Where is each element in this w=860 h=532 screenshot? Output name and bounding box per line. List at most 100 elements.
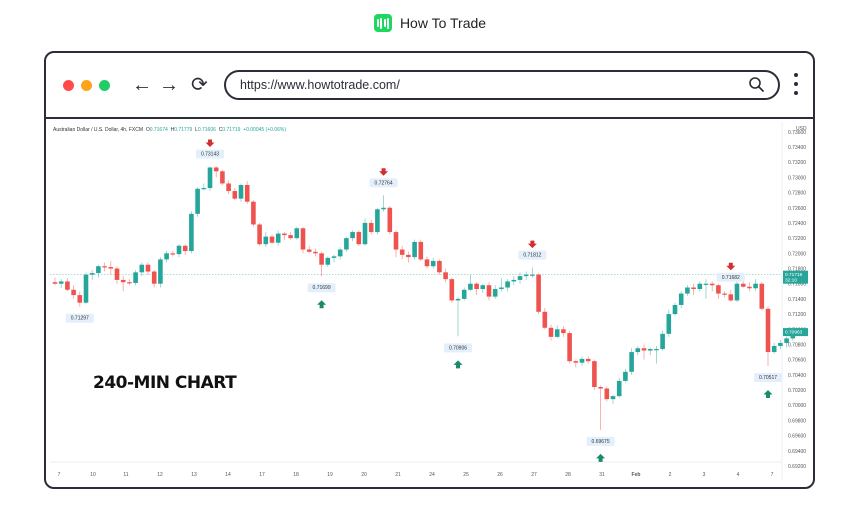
minimize-window-dot[interactable]	[81, 80, 92, 91]
low-value: 0.71606	[197, 127, 216, 133]
reload-icon[interactable]: ⟳	[191, 74, 208, 96]
pivot-price-label: 0.70517	[759, 375, 777, 381]
maximize-window-dot[interactable]	[99, 80, 110, 91]
candle	[238, 183, 244, 202]
candle	[542, 308, 548, 330]
candle	[740, 280, 746, 288]
candle	[375, 207, 380, 235]
candle	[480, 283, 486, 293]
candle	[362, 218, 368, 246]
candle	[201, 183, 207, 191]
brand-header: How To Trade	[0, 14, 860, 32]
candle	[381, 195, 386, 212]
swing-low-marker: 0.71699	[307, 283, 336, 309]
x-tick-label: 18	[293, 472, 299, 478]
y-tick-label: 0.70600	[788, 358, 806, 364]
candle	[257, 222, 262, 246]
candle	[616, 377, 622, 398]
candle	[778, 339, 783, 350]
candle	[344, 236, 349, 252]
x-tick-label: 27	[531, 472, 537, 478]
candle	[759, 282, 765, 311]
x-tick-label: 13	[191, 472, 197, 478]
x-tick-label: 7	[771, 472, 774, 478]
candle	[133, 270, 138, 286]
down-arrow-icon	[527, 240, 537, 249]
candle	[536, 273, 541, 315]
candle	[449, 277, 455, 303]
address-bar[interactable]: https://www.howtotrade.com/	[224, 70, 780, 100]
y-tick-label: 0.73000	[788, 175, 806, 181]
candle	[709, 281, 715, 292]
search-icon[interactable]	[748, 76, 766, 94]
y-tick-label: 0.69200	[788, 464, 806, 470]
candle	[207, 166, 213, 192]
x-tick-label: 26	[497, 472, 503, 478]
swing-low-marker: 0.70906	[444, 343, 472, 369]
url-text[interactable]: https://www.howtotrade.com/	[240, 78, 400, 92]
browser-window: ← → ⟳ https://www.howtotrade.com/	[44, 51, 815, 489]
candle	[350, 230, 355, 242]
up-arrow-icon	[763, 389, 773, 398]
candle	[306, 245, 312, 254]
candle	[455, 297, 461, 337]
back-arrow-icon[interactable]: ←	[132, 74, 152, 96]
candle	[561, 326, 566, 337]
current-price-badge	[783, 270, 808, 284]
pivot-price-label: 0.72764	[375, 180, 393, 186]
candle	[294, 226, 300, 240]
up-arrow-icon	[453, 360, 463, 369]
close-value: 0.71719	[222, 127, 241, 133]
candle	[127, 279, 132, 286]
more-options-icon[interactable]	[794, 73, 800, 100]
y-tick-label: 0.71800	[788, 267, 806, 273]
candle	[492, 285, 498, 299]
candle	[517, 272, 523, 284]
x-tick-label: 7	[58, 472, 61, 478]
candle	[716, 283, 721, 299]
candle	[461, 287, 467, 301]
candle	[232, 188, 238, 201]
x-tick-label: 10	[90, 472, 96, 478]
brand-logo-icon	[373, 14, 392, 32]
candle	[313, 248, 318, 257]
swing-low-marker: 0.71297	[65, 313, 94, 323]
candle	[691, 283, 696, 296]
candle	[765, 306, 771, 366]
pivot-price-label: 0.71297	[71, 316, 89, 322]
candle	[145, 262, 151, 275]
brand-name: How To Trade	[399, 15, 487, 31]
candle	[251, 200, 256, 227]
candle	[164, 251, 169, 263]
down-arrow-icon	[726, 262, 736, 271]
close-window-dot[interactable]	[63, 80, 74, 91]
candle	[511, 276, 517, 286]
y-tick-label: 0.71400	[788, 297, 806, 303]
candle	[226, 180, 231, 195]
candle	[418, 239, 424, 261]
x-tick-label: 24	[429, 472, 435, 478]
symbol-label: Australian Dollar / U.S. Dollar, 4h, FXC…	[53, 127, 144, 133]
candle	[747, 282, 752, 292]
candle	[120, 276, 126, 292]
swing-low-marker: 0.70517	[754, 372, 782, 398]
candle	[195, 187, 200, 217]
candle	[399, 245, 405, 260]
x-tick-label: 21	[395, 472, 401, 478]
candle	[158, 257, 163, 288]
x-tick-label: 12	[157, 472, 163, 478]
close-label: C	[218, 127, 223, 133]
candle	[728, 289, 734, 302]
swing-low-marker: 0.69675	[586, 436, 615, 462]
candle	[554, 325, 560, 339]
secondary-price-badge	[783, 328, 808, 337]
candle	[387, 206, 393, 235]
chart-timeframe-title: 240-MIN CHART	[93, 373, 237, 393]
candle	[83, 272, 89, 305]
forward-arrow-icon[interactable]: →	[159, 74, 179, 96]
browser-toolbar: ← → ⟳ https://www.howtotrade.com/	[46, 53, 813, 119]
candle	[468, 274, 473, 292]
candle	[585, 356, 591, 364]
pivot-price-label: 0.73143	[201, 152, 219, 158]
